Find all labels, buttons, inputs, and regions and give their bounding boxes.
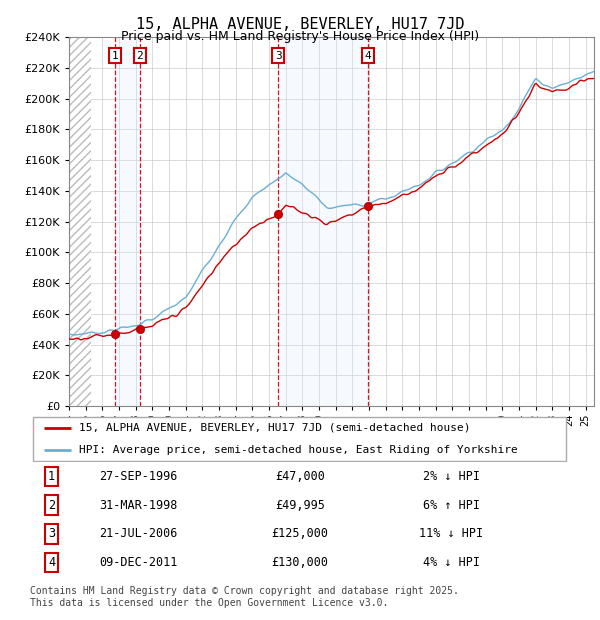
Text: 15, ALPHA AVENUE, BEVERLEY, HU17 7JD: 15, ALPHA AVENUE, BEVERLEY, HU17 7JD xyxy=(136,17,464,32)
FancyBboxPatch shape xyxy=(33,417,566,461)
Bar xyxy=(115,37,140,406)
Text: Contains HM Land Registry data © Crown copyright and database right 2025.
This d: Contains HM Land Registry data © Crown c… xyxy=(30,586,459,608)
Text: 09-DEC-2011: 09-DEC-2011 xyxy=(99,556,177,569)
Text: 4% ↓ HPI: 4% ↓ HPI xyxy=(422,556,480,569)
Text: 2: 2 xyxy=(136,51,143,61)
Text: 1: 1 xyxy=(48,470,55,483)
Text: 3: 3 xyxy=(48,528,55,541)
Text: £125,000: £125,000 xyxy=(271,528,329,541)
Text: 27-SEP-1996: 27-SEP-1996 xyxy=(99,470,177,483)
Text: 2% ↓ HPI: 2% ↓ HPI xyxy=(422,470,480,483)
Text: £130,000: £130,000 xyxy=(271,556,329,569)
Text: 11% ↓ HPI: 11% ↓ HPI xyxy=(419,528,483,541)
Text: 1: 1 xyxy=(111,51,118,61)
Text: Price paid vs. HM Land Registry's House Price Index (HPI): Price paid vs. HM Land Registry's House … xyxy=(121,30,479,43)
Bar xyxy=(278,37,368,406)
Text: 31-MAR-1998: 31-MAR-1998 xyxy=(99,498,177,511)
Text: 4: 4 xyxy=(365,51,371,61)
Bar xyxy=(69,37,91,406)
Text: HPI: Average price, semi-detached house, East Riding of Yorkshire: HPI: Average price, semi-detached house,… xyxy=(79,445,517,455)
Text: 3: 3 xyxy=(275,51,281,61)
Text: £49,995: £49,995 xyxy=(275,498,325,511)
Text: 4: 4 xyxy=(48,556,55,569)
Text: 21-JUL-2006: 21-JUL-2006 xyxy=(99,528,177,541)
Text: £47,000: £47,000 xyxy=(275,470,325,483)
Text: 15, ALPHA AVENUE, BEVERLEY, HU17 7JD (semi-detached house): 15, ALPHA AVENUE, BEVERLEY, HU17 7JD (se… xyxy=(79,423,470,433)
Text: 6% ↑ HPI: 6% ↑ HPI xyxy=(422,498,480,511)
Text: 2: 2 xyxy=(48,498,55,511)
